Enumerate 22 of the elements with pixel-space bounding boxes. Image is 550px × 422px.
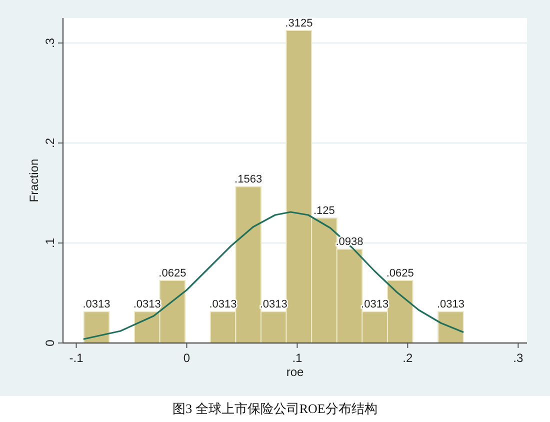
data-label: .0313 <box>209 298 237 311</box>
data-label: .1563 <box>234 174 262 186</box>
data-label: .125 <box>314 205 335 217</box>
data-label: .0313 <box>133 298 161 311</box>
y-axis-title: Fraction <box>27 158 41 202</box>
x-tick-label: .2 <box>402 351 414 365</box>
caption: 图3 全球上市保险公司ROE分布结构 <box>172 401 378 416</box>
x-axis-title: roe <box>286 365 304 379</box>
y-tick-label: .1 <box>43 238 57 248</box>
data-label: .0625 <box>386 268 414 280</box>
data-label: .0313 <box>260 298 288 311</box>
x-tick-label: 0 <box>183 351 190 365</box>
data-label: .0313 <box>436 298 464 311</box>
data-label: .0625 <box>158 268 186 280</box>
x-tick-label: .1 <box>292 351 303 365</box>
x-tick-label: -.1 <box>69 351 84 365</box>
data-label: .3125 <box>285 18 313 30</box>
y-tick-label: 0 <box>43 339 57 346</box>
y-tick-label: .2 <box>43 138 57 148</box>
data-label: .0313 <box>82 298 110 311</box>
x-tick-label: .3 <box>513 351 524 365</box>
y-tick-label: .3 <box>43 38 57 48</box>
